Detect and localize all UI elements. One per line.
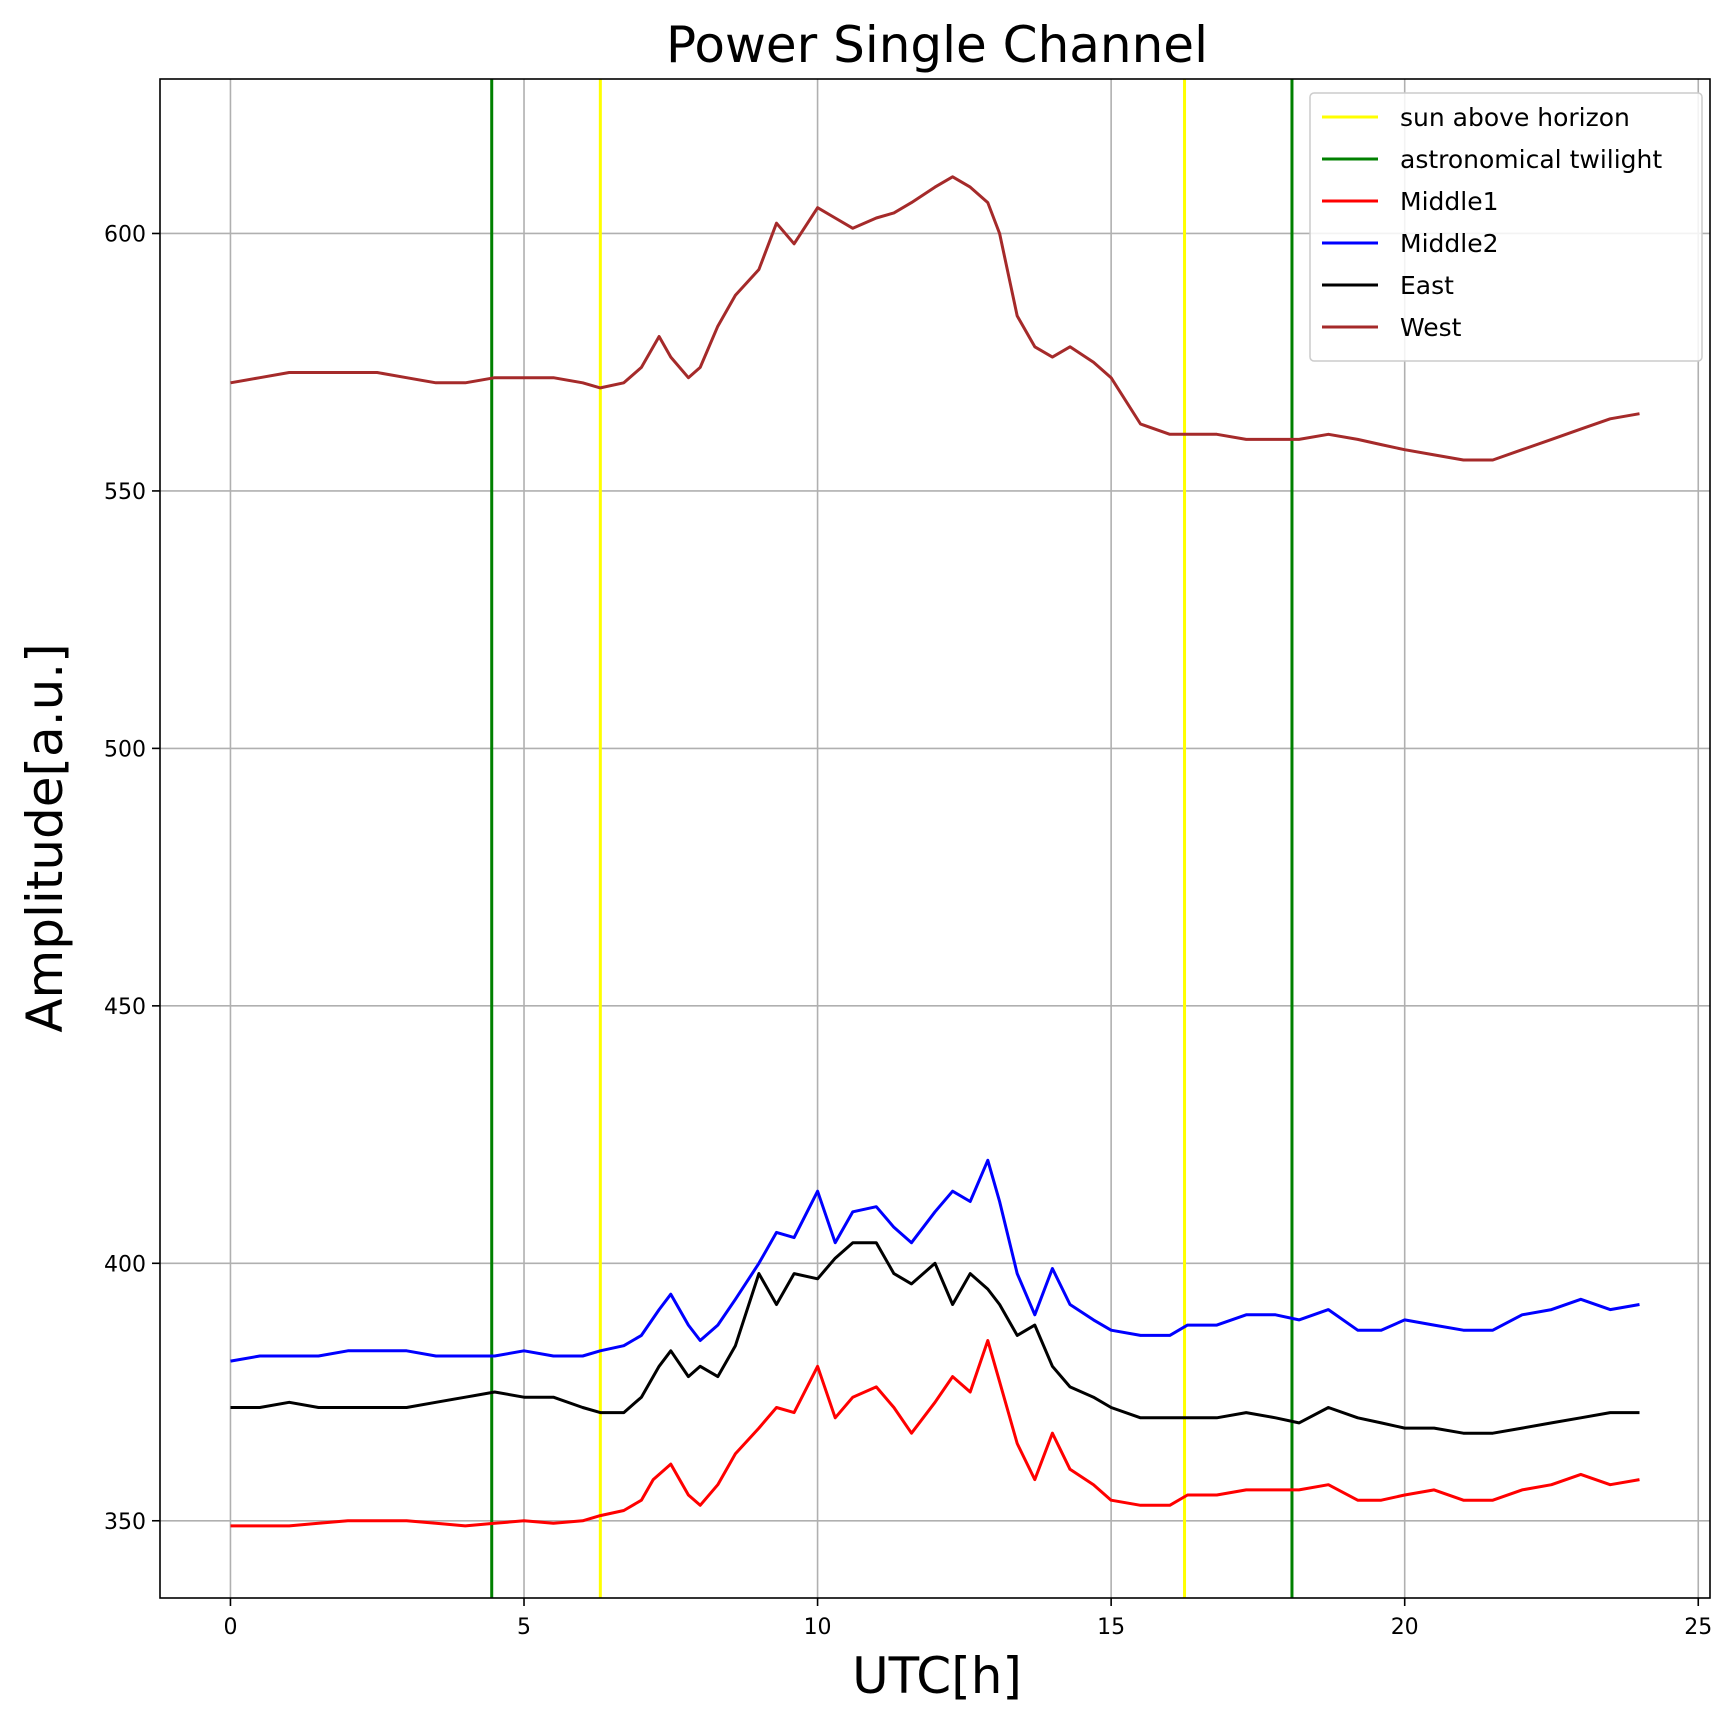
legend-label: astronomical twilight: [1400, 145, 1662, 174]
series-line-middle1: [230, 1339, 1640, 1528]
reference-lines: [490, 79, 1294, 1598]
plot-frame: [159, 78, 1711, 1599]
x-tick-label: 25: [1684, 1615, 1712, 1640]
y-tick-label: 400: [104, 1252, 146, 1277]
y-tick-label: 600: [104, 222, 146, 247]
series-line-middle2: [230, 1158, 1640, 1363]
legend-label: East: [1400, 271, 1454, 300]
legend-label: Middle2: [1400, 229, 1499, 258]
x-tick-label: 20: [1391, 1615, 1419, 1640]
legend-label: West: [1400, 313, 1462, 342]
legend-label: sun above horizon: [1400, 103, 1630, 132]
legend: sun above horizon astronomical twilight Mi…: [1309, 92, 1703, 362]
y-axis-label: Amplitude[a.u.]: [16, 643, 74, 1032]
y-tick-label: 500: [104, 737, 146, 762]
legend-label: Middle1: [1400, 187, 1499, 216]
y-tick-label: 550: [104, 480, 146, 505]
y-tick-label: 350: [104, 1510, 146, 1535]
x-tick-label: 10: [804, 1615, 832, 1640]
x-axis-label: UTC[h]: [852, 1647, 1022, 1705]
legend-box: [1309, 92, 1703, 362]
x-tick-label: 0: [223, 1615, 237, 1640]
x-tick-label: 15: [1097, 1615, 1125, 1640]
x-tick-label: 5: [517, 1615, 531, 1640]
y-tick-label: 450: [104, 995, 146, 1020]
ticks: 0 5 10 15 20 25 350 400 450 500 550 600: [104, 222, 1712, 1640]
series-line-east: [230, 1241, 1640, 1435]
chart-title: Power Single Channel: [666, 16, 1208, 74]
series-line-west: [230, 175, 1640, 462]
series-group: [230, 175, 1640, 1528]
